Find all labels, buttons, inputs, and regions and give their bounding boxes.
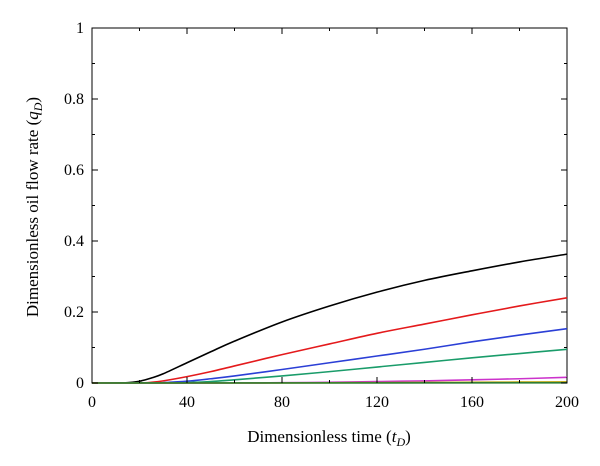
- x-tick-label: 40: [179, 394, 195, 411]
- x-tick-label: 80: [274, 394, 290, 411]
- plot-frame: [91, 27, 568, 384]
- y-axis-title: Dimensionless oil flow rate (qD): [23, 97, 45, 317]
- y-tick-label: 0.6: [64, 162, 84, 179]
- y-axis: 0 0.2 0.4 0.6 0.8 1: [64, 20, 567, 392]
- x-tick-label: 120: [365, 394, 389, 411]
- x-tick-label: 200: [555, 394, 579, 411]
- y-tick-label: 1: [76, 20, 84, 37]
- series-line-4: [91, 348, 568, 384]
- x-axis: 0 40 80 120 160 200: [88, 28, 579, 411]
- series-line-1: [91, 253, 568, 384]
- y-tick-label: 0.8: [64, 91, 84, 108]
- plot-border: [91, 27, 568, 384]
- series-line-2: [91, 297, 568, 384]
- y-tick-label: 0.4: [64, 233, 84, 250]
- y-axis-title-text: Dimensionless oil flow rate: [23, 130, 42, 317]
- y-axis-title-var: q: [23, 111, 42, 120]
- x-axis-title-sub: D: [395, 435, 405, 449]
- x-axis-title: Dimensionless time (tD): [247, 427, 411, 449]
- series-layer: [91, 253, 568, 384]
- x-axis-title-text: Dimensionless time: [247, 427, 382, 446]
- x-tick-label: 0: [88, 394, 96, 411]
- x-axis-title-var: t: [392, 427, 398, 446]
- x-tick-label: 160: [460, 394, 484, 411]
- y-tick-label: 0.2: [64, 304, 84, 321]
- y-axis-title-sub: D: [31, 102, 45, 112]
- y-tick-label: 0: [76, 375, 84, 392]
